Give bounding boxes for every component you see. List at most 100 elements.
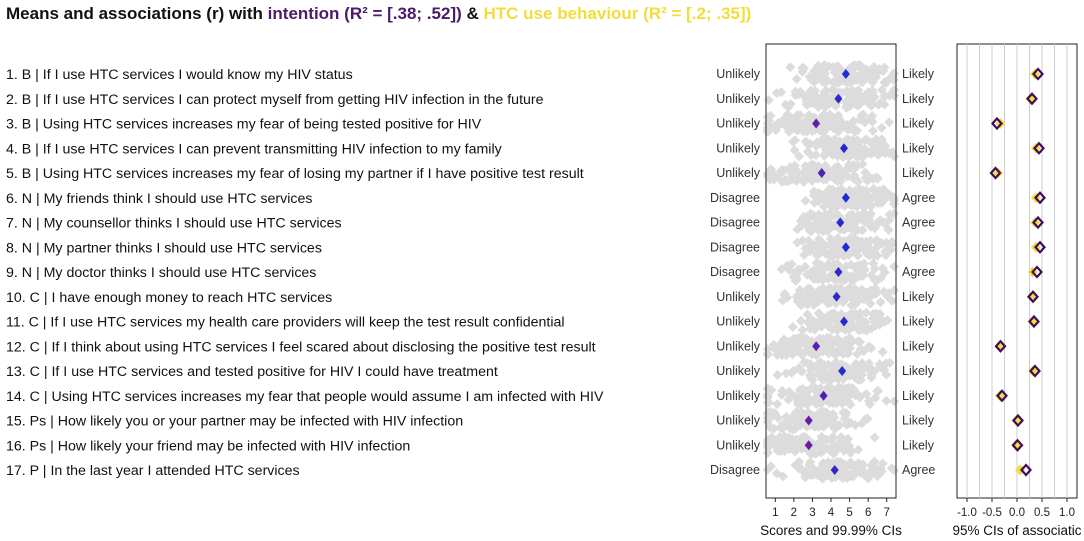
score-point — [852, 225, 863, 236]
score-point — [811, 399, 822, 410]
score-point — [843, 324, 854, 335]
score-point — [814, 125, 825, 136]
score-point — [837, 186, 848, 197]
score-point — [798, 118, 809, 129]
score-point — [879, 91, 890, 102]
score-point — [805, 208, 816, 219]
score-point — [820, 116, 831, 127]
score-point — [818, 458, 829, 469]
score-point — [879, 364, 890, 375]
anchor-high: Agree — [902, 265, 935, 279]
score-point — [819, 150, 830, 161]
item-label: 6. N | My friends think I should use HTC… — [6, 191, 312, 207]
score-point — [802, 299, 813, 310]
score-point — [844, 75, 855, 86]
score-point — [831, 125, 842, 136]
score-point — [831, 210, 842, 221]
score-point — [861, 389, 872, 400]
score-point — [800, 243, 811, 254]
score-point — [860, 361, 871, 372]
score-point — [824, 338, 835, 349]
score-point — [865, 285, 876, 296]
score-point — [848, 221, 859, 232]
score-point — [848, 225, 859, 236]
score-point — [825, 382, 836, 393]
score-point — [846, 300, 857, 311]
score-point — [762, 383, 773, 394]
score-point — [823, 321, 834, 332]
score-point — [856, 313, 867, 324]
score-point — [861, 236, 872, 247]
score-point — [832, 190, 843, 201]
score-point — [834, 114, 845, 125]
score-point — [807, 240, 818, 251]
score-point — [870, 320, 881, 331]
score-point — [794, 413, 805, 424]
score-point — [829, 258, 840, 269]
score-point — [841, 247, 852, 258]
score-point — [780, 337, 791, 348]
score-point — [864, 214, 875, 225]
score-point — [791, 116, 802, 127]
score-point — [887, 147, 898, 158]
score-point — [829, 370, 840, 381]
score-point — [848, 85, 859, 96]
score-point — [845, 470, 856, 481]
score-point — [765, 164, 776, 175]
score-point — [819, 201, 830, 212]
score-point — [838, 466, 849, 477]
score-point — [794, 363, 805, 374]
score-point — [787, 343, 798, 354]
score-point — [771, 437, 782, 448]
score-point — [794, 418, 805, 429]
score-point — [852, 215, 863, 226]
score-point — [858, 324, 869, 335]
score-point — [816, 137, 827, 148]
score-point — [831, 445, 842, 456]
score-point — [805, 323, 816, 334]
score-point — [846, 308, 857, 319]
score-point — [798, 167, 809, 178]
score-point — [858, 75, 869, 86]
score-point — [862, 194, 873, 205]
score-point — [786, 367, 797, 378]
score-point — [796, 409, 807, 420]
score-point — [819, 367, 830, 378]
score-point — [809, 421, 820, 432]
score-point — [813, 101, 824, 112]
score-point — [859, 71, 870, 82]
score-point — [818, 96, 829, 107]
score-point — [819, 94, 830, 105]
score-point — [840, 471, 851, 482]
score-point — [818, 293, 829, 304]
score-point — [840, 249, 851, 260]
score-point — [788, 334, 799, 345]
score-point — [824, 109, 835, 120]
mean-marker — [836, 217, 845, 228]
score-point — [808, 274, 819, 285]
score-point — [807, 469, 818, 480]
score-point — [824, 333, 835, 344]
score-point — [856, 459, 867, 470]
score-point — [818, 406, 829, 417]
score-point — [815, 362, 826, 373]
score-point — [819, 374, 830, 385]
score-point — [848, 123, 859, 134]
score-point — [884, 90, 895, 101]
score-point — [883, 189, 894, 200]
score-point — [889, 192, 900, 203]
score-point — [881, 369, 892, 380]
score-point — [829, 336, 840, 347]
intention-r-point — [991, 116, 1003, 131]
score-point — [779, 431, 790, 442]
score-point — [846, 62, 857, 73]
score-point — [864, 362, 875, 373]
score-point — [811, 140, 822, 151]
score-point — [849, 299, 860, 310]
score-point — [793, 89, 804, 100]
score-point — [810, 273, 821, 284]
score-point — [819, 222, 830, 233]
score-point — [854, 267, 865, 278]
score-point — [790, 90, 801, 101]
score-point — [826, 420, 837, 431]
